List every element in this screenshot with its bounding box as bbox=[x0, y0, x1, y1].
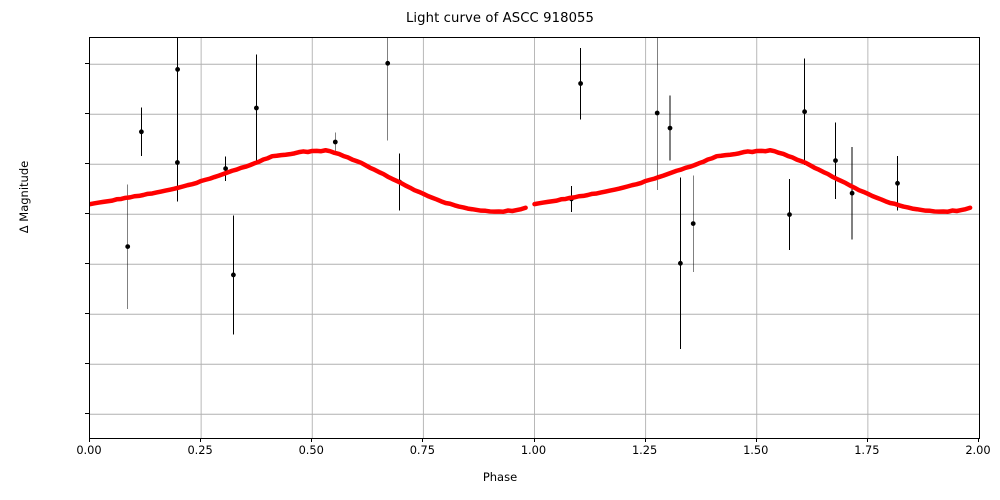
x-axis-label: Phase bbox=[482, 470, 518, 484]
y-tick-mark bbox=[85, 113, 89, 115]
grid-layer bbox=[90, 38, 979, 438]
y-tick-mark bbox=[85, 413, 89, 415]
x-tick-label: 1.75 bbox=[854, 443, 880, 457]
binned-mean-curve bbox=[90, 148, 973, 214]
x-tick-label: 2.00 bbox=[965, 443, 991, 457]
x-tick-label: 1.00 bbox=[520, 443, 547, 457]
x-tick-label: 1.50 bbox=[743, 443, 769, 457]
page-title: Light curve of ASCC 918055 bbox=[405, 11, 595, 26]
y-tick-mark bbox=[85, 313, 89, 315]
y-tick-mark bbox=[85, 63, 89, 65]
x-tick-label: 0.50 bbox=[298, 443, 324, 457]
y-tick-mark bbox=[85, 163, 89, 165]
y-tick-mark bbox=[85, 363, 89, 365]
y-tick-mark bbox=[85, 263, 89, 265]
y-tick-mark bbox=[85, 213, 89, 215]
x-tick-label: 0.00 bbox=[76, 443, 102, 457]
y-axis-label: Δ Magnitude bbox=[17, 160, 31, 234]
x-tick-label: 0.25 bbox=[187, 443, 213, 457]
plot-area bbox=[89, 37, 980, 439]
x-tick-label: 0.75 bbox=[409, 443, 436, 457]
x-tick-label: 1.25 bbox=[631, 443, 658, 457]
